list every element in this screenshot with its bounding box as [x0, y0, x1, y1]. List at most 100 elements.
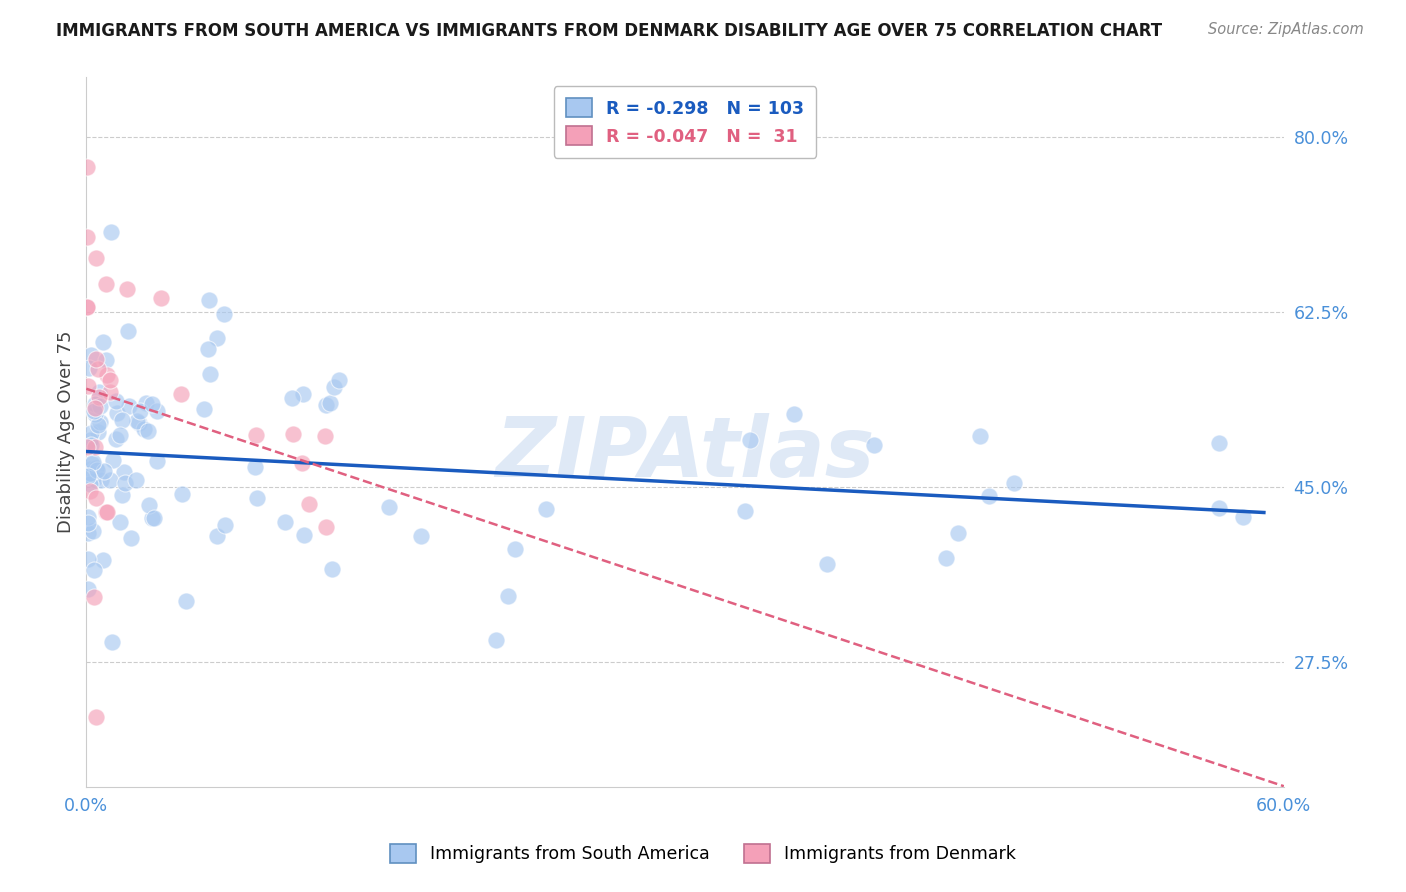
- Point: [87, 385, 110, 400]
- Point: [84, 352, 107, 367]
- Point: [84, 251, 107, 265]
- Point: [82, 455, 104, 469]
- Point: [76, 300, 98, 314]
- Point: [77, 379, 100, 393]
- Point: [86, 418, 108, 433]
- Point: [77, 526, 100, 541]
- Point: [328, 373, 350, 387]
- Text: IMMIGRANTS FROM SOUTH AMERICA VS IMMIGRANTS FROM DENMARK DISABILITY AGE OVER 75 : IMMIGRANTS FROM SOUTH AMERICA VS IMMIGRA…: [56, 22, 1163, 40]
- Point: [946, 525, 969, 540]
- Y-axis label: Disability Age Over 75: Disability Age Over 75: [58, 331, 75, 533]
- Text: Source: ZipAtlas.com: Source: ZipAtlas.com: [1208, 22, 1364, 37]
- Point: [315, 398, 337, 412]
- Point: [738, 433, 761, 447]
- Point: [146, 404, 169, 418]
- Point: [90, 473, 112, 487]
- Point: [98, 385, 121, 400]
- Point: [87, 361, 110, 376]
- Point: [281, 426, 304, 441]
- Point: [1208, 501, 1230, 516]
- Point: [198, 293, 221, 307]
- Point: [79, 466, 101, 480]
- Point: [83, 397, 105, 411]
- Point: [314, 428, 336, 442]
- Point: [534, 501, 557, 516]
- Point: [198, 367, 221, 381]
- Point: [77, 582, 100, 597]
- Point: [79, 437, 101, 451]
- Point: [321, 562, 343, 576]
- Point: [111, 488, 134, 502]
- Point: [77, 516, 100, 530]
- Point: [77, 361, 100, 376]
- Point: [120, 531, 142, 545]
- Point: [84, 440, 107, 454]
- Point: [100, 225, 122, 239]
- Point: [170, 487, 193, 501]
- Point: [94, 505, 117, 519]
- Point: [243, 459, 266, 474]
- Point: [977, 489, 1000, 503]
- Point: [96, 505, 118, 519]
- Point: [105, 432, 128, 446]
- Point: [212, 307, 235, 321]
- Point: [111, 413, 134, 427]
- Point: [214, 517, 236, 532]
- Point: [135, 396, 157, 410]
- Point: [118, 399, 141, 413]
- Point: [127, 414, 149, 428]
- Point: [84, 710, 107, 724]
- Point: [86, 461, 108, 475]
- Point: [76, 300, 98, 314]
- Point: [170, 387, 193, 401]
- Point: [89, 390, 111, 404]
- Point: [104, 394, 127, 409]
- Point: [246, 491, 269, 505]
- Point: [969, 429, 991, 443]
- Point: [138, 498, 160, 512]
- Point: [197, 343, 219, 357]
- Point: [83, 563, 105, 577]
- Point: [734, 504, 756, 518]
- Point: [83, 404, 105, 418]
- Point: [93, 335, 115, 350]
- Point: [125, 474, 148, 488]
- Point: [98, 373, 121, 387]
- Point: [129, 403, 152, 417]
- Point: [141, 510, 163, 524]
- Point: [79, 477, 101, 491]
- Point: [1002, 475, 1025, 490]
- Point: [935, 551, 957, 566]
- Point: [117, 324, 139, 338]
- Point: [76, 230, 98, 244]
- Point: [86, 463, 108, 477]
- Point: [101, 634, 124, 648]
- Point: [863, 438, 886, 452]
- Point: [96, 277, 118, 291]
- Point: [115, 282, 138, 296]
- Point: [245, 428, 267, 442]
- Point: [149, 291, 172, 305]
- Point: [323, 380, 346, 394]
- Point: [205, 331, 228, 345]
- Point: [146, 454, 169, 468]
- Point: [138, 425, 160, 439]
- Point: [80, 425, 103, 440]
- Point: [82, 457, 104, 471]
- Point: [377, 500, 399, 514]
- Point: [205, 529, 228, 543]
- Point: [83, 472, 105, 486]
- Point: [291, 386, 314, 401]
- Point: [318, 396, 340, 410]
- Point: [91, 553, 114, 567]
- Point: [110, 516, 132, 530]
- Point: [89, 399, 111, 413]
- Point: [143, 511, 166, 525]
- Point: [94, 352, 117, 367]
- Point: [132, 422, 155, 436]
- Point: [86, 491, 108, 505]
- Point: [503, 541, 526, 556]
- Point: [1232, 509, 1254, 524]
- Point: [114, 475, 136, 490]
- Point: [76, 161, 98, 175]
